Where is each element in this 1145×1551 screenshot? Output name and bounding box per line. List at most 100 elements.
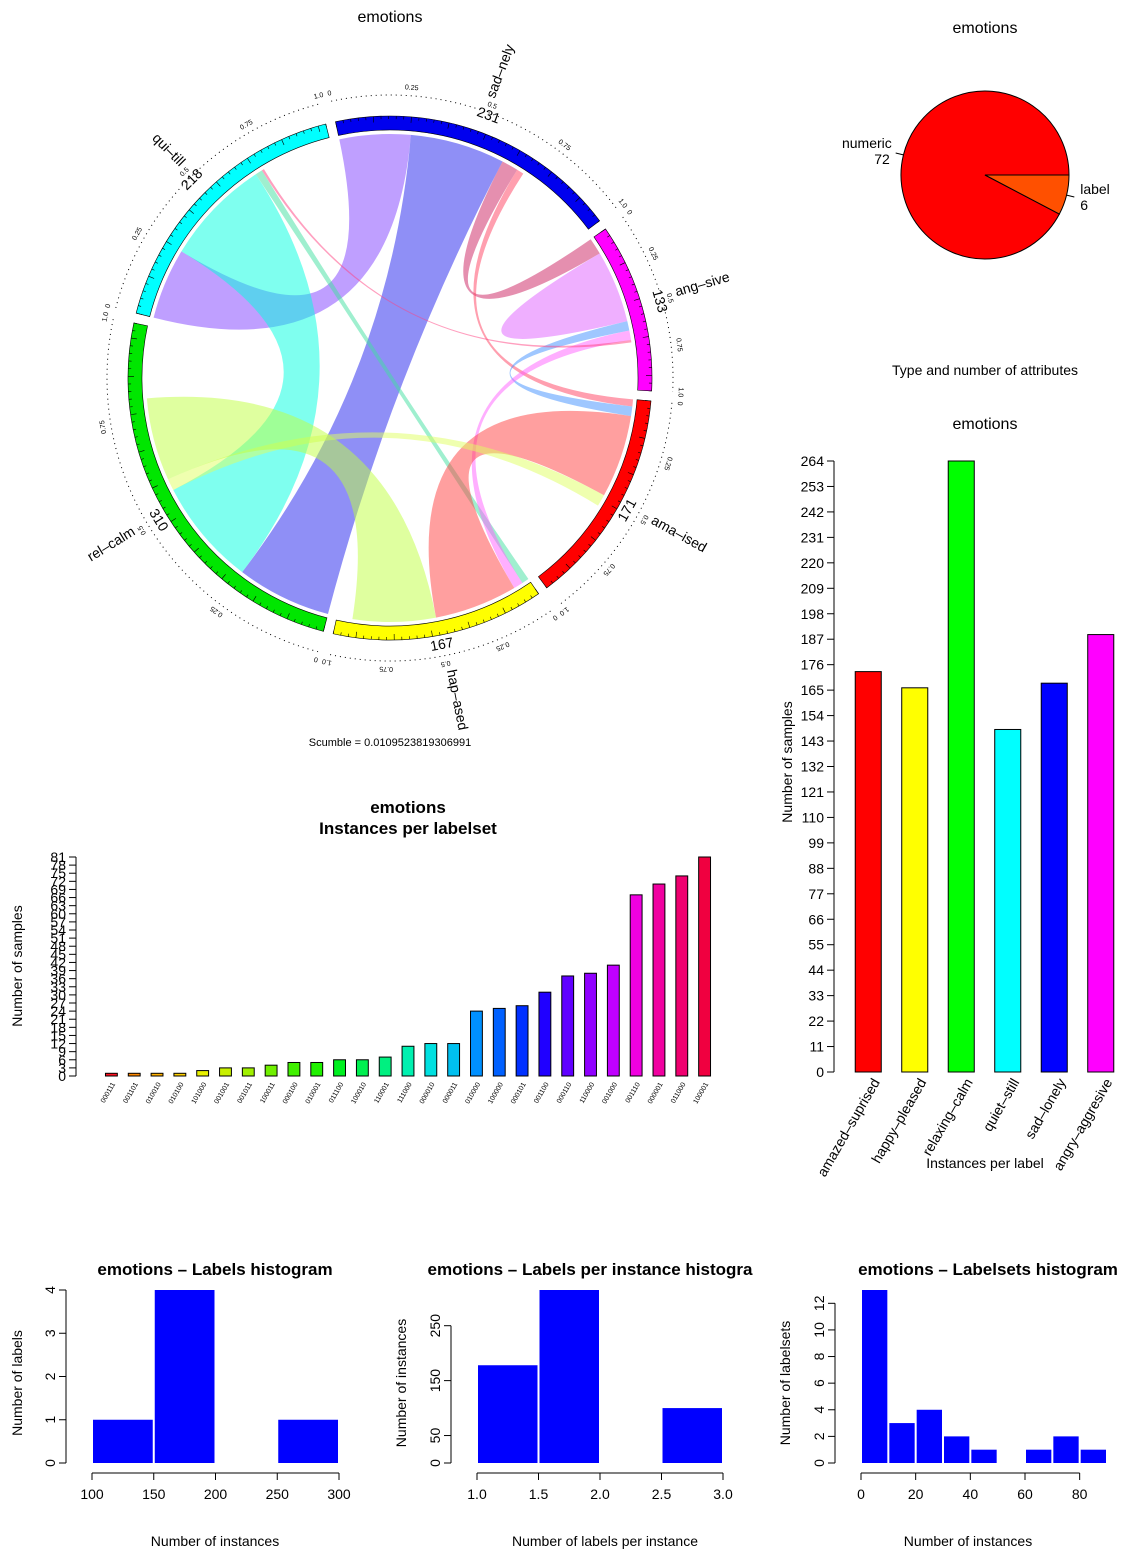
histogram-bar <box>916 1409 942 1463</box>
chord-sector-tick <box>555 176 558 180</box>
y-tick-label: 165 <box>801 682 825 698</box>
chord-sector-tick <box>210 566 213 569</box>
chord-sector-tick <box>323 625 326 632</box>
chord-scale-label: 0 <box>625 209 633 216</box>
chord-sector-tick <box>628 276 632 279</box>
chord-sector-label: ang–sive <box>673 268 731 299</box>
chord-sector-tick <box>184 215 187 218</box>
chord-sector-tick <box>199 197 202 201</box>
chord-sector-tick <box>170 518 177 522</box>
chord-sector-tick <box>179 532 183 535</box>
chord-sector-tick <box>158 254 162 257</box>
chord-scale-label: 0.75 <box>239 119 254 132</box>
category-label: 000001 <box>647 1081 665 1105</box>
chord-sector-tick <box>188 209 194 214</box>
x-tick-label: 20 <box>908 1486 924 1502</box>
chord-sector-tick <box>597 220 600 223</box>
chord-sector-tick <box>572 191 575 195</box>
chord-sector-tick <box>148 275 155 279</box>
histogram-bar <box>971 1449 997 1463</box>
chord-sector-tick <box>524 154 527 158</box>
chord-sector-tick <box>194 547 199 553</box>
labels-per-instance-histogram: emotions – Labels per instance histogra … <box>393 1260 753 1549</box>
histogram-bar <box>1026 1449 1052 1463</box>
chord-sector-tick <box>355 631 357 638</box>
y-tick-label: 110 <box>802 809 825 825</box>
y-tick-label: 150 <box>427 1369 443 1393</box>
y-tick-label: 1 <box>42 1416 58 1424</box>
chord-ribbon <box>146 396 437 622</box>
histogram-bar <box>944 1436 970 1463</box>
labels-histogram-ylabel: Number of labels <box>9 1330 25 1436</box>
chord-sector-tick <box>583 549 587 553</box>
histogram-bar <box>478 1365 538 1463</box>
chord-scale-label: 0 <box>676 401 683 406</box>
pie-slice-label: label <box>1080 181 1110 197</box>
labels-per-instance-ylabel: Number of instances <box>393 1319 409 1447</box>
chord-sector-tick <box>631 283 635 286</box>
chord-sector-tick <box>166 241 172 245</box>
y-tick-label: 42 <box>50 954 66 970</box>
x-tick-label: 2.0 <box>590 1486 610 1502</box>
chord-sector-tick <box>222 176 225 180</box>
chord-sector-tick <box>303 130 305 134</box>
y-tick-label: 3 <box>42 1329 58 1337</box>
bar <box>104 1072 118 1077</box>
chord-scale-arc <box>559 402 673 606</box>
x-tick-label: 1.5 <box>529 1486 549 1502</box>
chord-scale-label: 0.75 <box>99 420 108 435</box>
chord-sector-tick <box>617 500 621 503</box>
chord-sector-tick <box>247 158 251 164</box>
y-tick-label: 0 <box>816 1064 824 1080</box>
chord-sector-tick <box>462 126 465 130</box>
category-label: 011100 <box>328 1081 345 1104</box>
chord-sector-tick <box>216 181 221 187</box>
y-tick-label: 75 <box>50 865 66 881</box>
chord-sector-tick <box>340 632 342 636</box>
chord-sector-tick <box>136 443 140 446</box>
y-tick-label: 9 <box>58 1044 66 1060</box>
chord-scale-arc <box>106 318 319 653</box>
chord-sector-tick <box>142 290 146 293</box>
category-label: 011000 <box>670 1081 688 1104</box>
y-tick-label: 0 <box>42 1459 58 1467</box>
bar <box>196 1070 210 1077</box>
chord-sector-tick <box>504 143 507 147</box>
chord-scale-label: 0.75 <box>557 139 572 153</box>
chord-sector-tick <box>166 513 170 516</box>
chord-sector-tick <box>562 571 565 574</box>
labelsets-bar-title: emotions <box>370 798 446 817</box>
y-tick-label: 12 <box>811 1295 827 1311</box>
chord-scale-label: 0 <box>551 613 558 621</box>
chord-sector-tick <box>215 571 219 575</box>
chord-scale-label: 1.0 <box>321 657 332 666</box>
chord-sector-tick <box>475 622 478 626</box>
chord-sector-tick <box>618 255 622 258</box>
y-tick-label: 88 <box>808 860 824 876</box>
chord-ribbon <box>428 410 632 618</box>
x-tick-label: 250 <box>266 1486 290 1502</box>
chord-scale-label: 0.5 <box>179 166 191 178</box>
chord-diagram: emotions 00.250.50.751.000.250.50.751.00… <box>84 9 731 749</box>
chord-sector-tick <box>578 555 581 558</box>
chord-ribbon <box>509 321 633 417</box>
chord-sector-tick <box>491 136 493 140</box>
chord-sector-tick <box>274 142 277 146</box>
y-tick-label: 10 <box>811 1322 827 1338</box>
pie-slice-label: numeric <box>842 135 892 151</box>
x-tick-label: 300 <box>327 1486 351 1502</box>
y-tick-label: 51 <box>50 930 66 946</box>
y-tick-label: 220 <box>801 555 825 571</box>
chord-sector-tick <box>253 153 256 157</box>
category-label: 100011 <box>259 1081 277 1104</box>
x-tick-label: 200 <box>204 1486 228 1502</box>
labelsets-histogram-title: emotions – Labelsets histogram <box>858 1260 1118 1279</box>
chord-sector-tick <box>635 459 639 461</box>
chord-scale-arc <box>331 94 617 209</box>
chord-sector-tick <box>138 450 145 453</box>
chord-sector-tick <box>550 580 554 584</box>
y-tick-label: 54 <box>50 922 66 938</box>
bar <box>264 1064 278 1077</box>
y-tick-label: 77 <box>808 886 824 902</box>
chord-scale-label: 0.25 <box>131 226 144 241</box>
